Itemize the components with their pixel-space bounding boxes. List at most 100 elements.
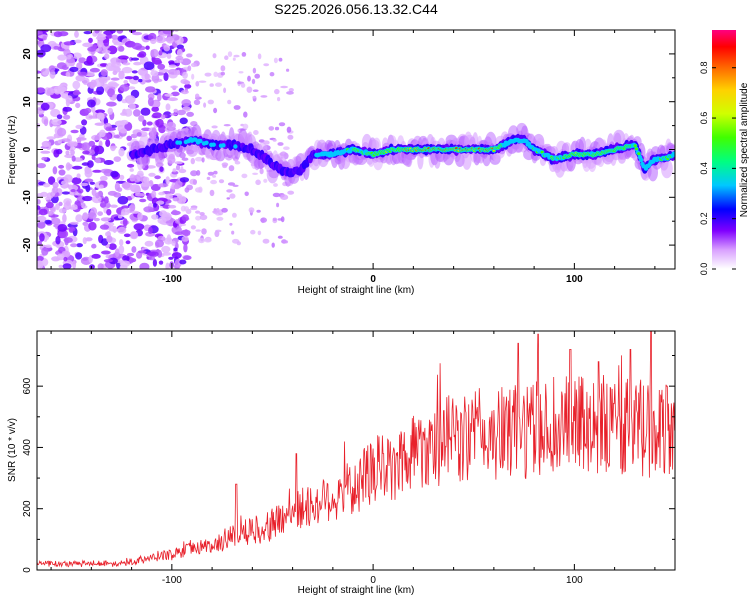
noise-blob: [40, 191, 48, 198]
x-tick-label: 0: [370, 274, 376, 285]
noise-blob: [108, 228, 120, 232]
noise-blob: [159, 166, 164, 172]
noise-blob: [162, 204, 171, 209]
noise-blob: [252, 172, 259, 175]
noise-blob: [273, 57, 278, 64]
noise-blob: [44, 244, 52, 249]
noise-blob: [150, 70, 159, 77]
ridge-halo: [462, 150, 472, 170]
noise-blob: [174, 161, 183, 165]
spectrogram-ylabel: Frequency (Hz): [7, 116, 18, 185]
noise-blob: [117, 59, 128, 63]
noise-blob: [70, 243, 78, 248]
noise-blob: [187, 65, 192, 72]
noise-blob: [229, 222, 233, 226]
noise-blob: [278, 122, 286, 127]
ridge-halo: [215, 150, 226, 162]
noise-blob: [263, 178, 268, 183]
noise-blob: [232, 184, 239, 187]
snr-frame: [36, 330, 676, 571]
noise-blob: [37, 199, 41, 205]
noise-blob: [190, 157, 195, 165]
noise-blob: [116, 30, 124, 34]
noise-blob: [97, 263, 104, 269]
noise-blob: [242, 123, 249, 130]
noise-blob: [259, 168, 264, 175]
noise-blob: [283, 146, 290, 150]
noise-blob: [269, 72, 275, 77]
noise-blob: [62, 213, 67, 223]
noise-blob: [100, 217, 112, 222]
noise-blob: [113, 192, 122, 198]
noise-blob: [164, 93, 174, 97]
noise-blob: [43, 118, 49, 127]
noise-blob: [207, 99, 214, 105]
noise-blob: [192, 179, 197, 186]
noise-blob: [93, 217, 100, 222]
noise-blob: [182, 196, 187, 203]
noise-blob: [163, 44, 171, 52]
spectrogram-xlabel: Height of straight line (km): [298, 285, 415, 296]
noise-blob: [65, 98, 70, 107]
ridge-mid: [639, 157, 644, 163]
noise-blob: [76, 173, 81, 179]
noise-blob: [260, 217, 267, 223]
noise-blob: [86, 55, 93, 65]
noise-blob: [184, 84, 192, 89]
noise-blob: [117, 214, 123, 219]
noise-blob: [103, 196, 109, 204]
noise-blob: [41, 156, 48, 161]
noise-blob: [76, 137, 87, 141]
noise-blob: [58, 201, 63, 207]
colorbar-gradient: [712, 30, 736, 269]
noise-blob: [165, 176, 170, 185]
noise-blob: [229, 193, 236, 199]
noise-blob: [216, 216, 224, 221]
noise-blob: [133, 186, 141, 195]
noise-blob: [158, 50, 163, 56]
noise-blob: [78, 57, 87, 64]
noise-blob: [246, 86, 253, 93]
noise-blob: [81, 142, 91, 151]
noise-blob: [153, 80, 158, 84]
noise-blob: [232, 57, 236, 61]
noise-blob: [172, 168, 177, 173]
noise-blob: [57, 224, 68, 232]
noise-blob: [150, 38, 157, 45]
noise-blob: [41, 142, 50, 148]
noise-blob: [248, 207, 255, 214]
noise-blob: [223, 87, 227, 94]
noise-blob: [92, 169, 102, 173]
noise-blob: [42, 35, 47, 41]
noise-blob: [89, 181, 96, 185]
noise-blob: [212, 175, 217, 178]
y-tick-label: 0: [22, 146, 33, 152]
noise-blob: [76, 62, 83, 70]
noise-blob: [120, 112, 128, 116]
noise-blob: [81, 119, 88, 126]
noise-blob: [108, 83, 120, 87]
noise-blob: [286, 126, 292, 133]
noise-blob: [105, 231, 111, 237]
noise-blob: [74, 30, 79, 38]
noise-blob: [61, 191, 70, 195]
noise-blob: [152, 57, 162, 65]
noise-blob: [147, 97, 154, 107]
noise-blob: [178, 223, 187, 227]
noise-blob: [121, 208, 130, 216]
noise-blob: [118, 46, 125, 52]
noise-blob: [89, 264, 95, 269]
noise-blob: [69, 226, 76, 232]
colorbar-ticks: 0.0 0.2 0.4 0.6 0.8: [699, 61, 736, 275]
noise-blob: [151, 106, 159, 112]
noise-blob: [184, 187, 190, 193]
noise-blob: [75, 124, 83, 129]
noise-blob: [231, 230, 235, 235]
noise-blob: [140, 107, 151, 116]
noise-blob: [195, 93, 200, 99]
noise-blob: [123, 233, 131, 238]
noise-blob: [252, 89, 259, 92]
noise-blob: [271, 242, 275, 248]
noise-blob: [171, 240, 176, 246]
